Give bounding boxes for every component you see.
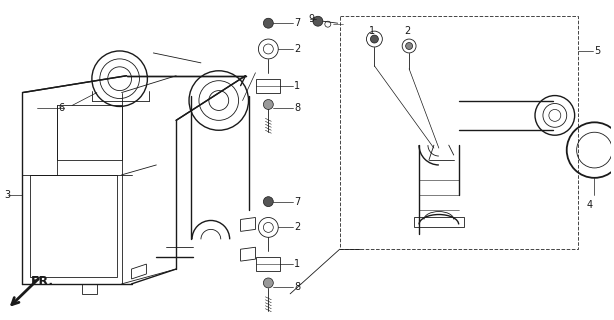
Circle shape <box>406 43 413 50</box>
Text: 2: 2 <box>294 222 300 232</box>
Text: 1: 1 <box>370 26 376 36</box>
Text: 8: 8 <box>294 103 300 114</box>
Circle shape <box>370 35 378 43</box>
Text: 1: 1 <box>294 259 300 269</box>
Circle shape <box>263 278 273 288</box>
Text: FR.: FR. <box>31 276 53 288</box>
Text: 2: 2 <box>294 44 300 54</box>
Text: 7: 7 <box>294 196 300 207</box>
Text: 9: 9 <box>308 14 314 24</box>
Text: 5: 5 <box>594 46 600 56</box>
Text: 3: 3 <box>5 190 11 200</box>
Text: 2: 2 <box>404 26 410 36</box>
Text: 4: 4 <box>586 200 593 210</box>
Circle shape <box>263 197 273 207</box>
Text: 1: 1 <box>294 81 300 91</box>
Circle shape <box>263 18 273 28</box>
Circle shape <box>313 16 323 26</box>
Text: 7: 7 <box>294 18 300 28</box>
Text: 6: 6 <box>58 103 64 114</box>
Text: 8: 8 <box>294 282 300 292</box>
Circle shape <box>263 100 273 109</box>
